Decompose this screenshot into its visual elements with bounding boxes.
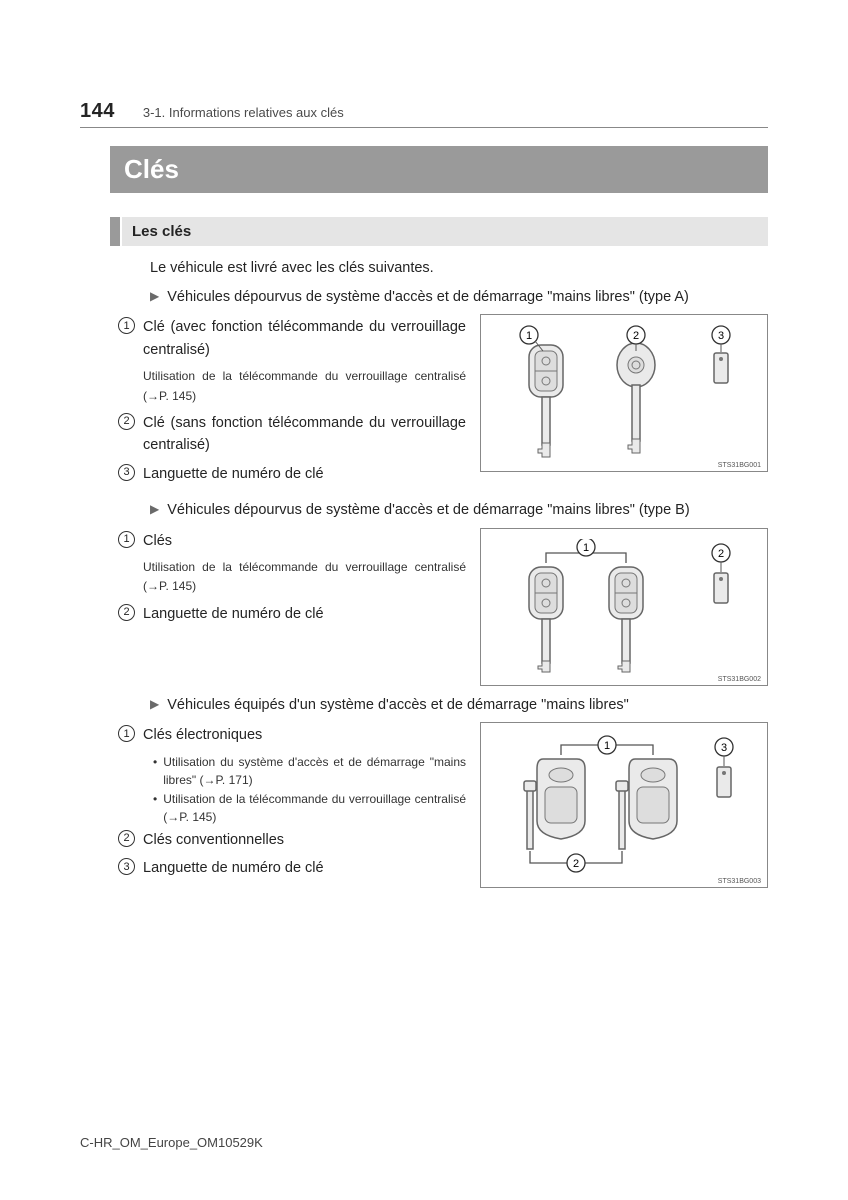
item-number-icon: 3 [118, 858, 135, 875]
page-title: Clés [124, 154, 754, 185]
sub-bullet-text: Utilisation de la télécommande du verrou… [163, 790, 466, 827]
list-type-b: 1 Clés Utilisation de la télécommande du … [118, 528, 466, 686]
keys-illustration-a: 1 2 3 [489, 325, 759, 465]
block-type-b: 1 Clés Utilisation de la télécommande du … [118, 528, 768, 686]
bullet-type-a: ▶ Véhicules dépourvus de système d'accès… [150, 286, 768, 308]
figure-type-a: 1 2 3 STS31BG001 [480, 314, 768, 491]
sub-bullet-text: Utilisation du système d'accès et de dém… [163, 753, 466, 790]
triangle-icon: ▶ [150, 502, 159, 521]
figure-caption: STS31BG002 [718, 676, 761, 683]
item-text: Languette de numéro de clé [143, 463, 466, 485]
item-number-icon: 2 [118, 413, 135, 430]
bullet-text: Véhicules dépourvus de système d'accès e… [167, 499, 768, 521]
block-type-c: 1 Clés électroniques •Utilisation du syst… [118, 722, 768, 888]
item-number-icon: 2 [118, 830, 135, 847]
block-type-a: 1 Clé (avec fonction télécommande du verr… [118, 314, 768, 491]
item-text: Clé (avec fonction télécommande du verro… [143, 316, 466, 361]
item-number-icon: 1 [118, 725, 135, 742]
figure-caption: STS31BG003 [718, 878, 761, 885]
item-text: Clé (sans fonction télécommande du verro… [143, 412, 466, 457]
bullet-text: Véhicules dépourvus de système d'accès e… [167, 286, 768, 308]
bullet-dot-icon: • [153, 753, 157, 790]
triangle-icon: ▶ [150, 697, 159, 716]
item-number-icon: 2 [118, 604, 135, 621]
list-item: 2 Clé (sans fonction télécommande du verr… [118, 412, 466, 457]
item-subtext: Utilisation de la télécommande du verrou… [143, 367, 466, 405]
bullet-type-c: ▶ Véhicules équipés d'un système d'accès… [150, 694, 768, 716]
page-header: 144 3-1. Informations relatives aux clés [80, 100, 768, 128]
keys-illustration-c: 1 2 3 [489, 733, 759, 883]
figure-caption: STS31BG001 [718, 462, 761, 469]
svg-text:2: 2 [718, 548, 724, 560]
list-item: 3 Languette de numéro de clé [118, 463, 466, 485]
figure-type-c: 1 2 3 STS31BG003 [480, 722, 768, 888]
footer-code: C-HR_OM_Europe_OM10529K [80, 1135, 263, 1150]
figure-type-b: 1 2 STS31BG002 [480, 528, 768, 686]
subsection-label: Les clés [122, 217, 768, 246]
section-path: 3-1. Informations relatives aux clés [143, 105, 344, 120]
list-type-a: 1 Clé (avec fonction télécommande du verr… [118, 314, 466, 491]
list-item: 2 Clés conventionnelles [118, 829, 466, 851]
list-item: 3 Languette de numéro de clé [118, 857, 466, 879]
item-number-icon: 1 [118, 531, 135, 548]
item-subtext: Utilisation de la télécommande du verrou… [143, 558, 466, 596]
item-number-icon: 1 [118, 317, 135, 334]
svg-text:2: 2 [633, 330, 639, 342]
keys-illustration-b: 1 2 [489, 539, 759, 679]
accent-stripe [110, 217, 120, 246]
manual-page: 144 3-1. Informations relatives aux clés… [0, 0, 848, 888]
item-number-icon: 3 [118, 464, 135, 481]
svg-text:3: 3 [718, 330, 724, 342]
item-sub-bullet: •Utilisation du système d'accès et de dé… [153, 753, 466, 790]
bullet-dot-icon: • [153, 790, 157, 827]
svg-text:1: 1 [604, 740, 610, 752]
list-item: 1 Clé (avec fonction télécommande du verr… [118, 316, 466, 361]
svg-text:3: 3 [721, 742, 727, 754]
item-text: Languette de numéro de clé [143, 603, 466, 625]
bullet-type-b: ▶ Véhicules dépourvus de système d'accès… [150, 499, 768, 521]
item-text: Languette de numéro de clé [143, 857, 466, 879]
item-text: Clés conventionnelles [143, 829, 466, 851]
item-sub-bullet: •Utilisation de la télécommande du verro… [153, 790, 466, 827]
item-text: Clés [143, 530, 466, 552]
svg-text:2: 2 [573, 858, 579, 870]
intro-text: Le véhicule est livré avec les clés suiv… [150, 260, 768, 276]
svg-text:1: 1 [583, 542, 589, 554]
title-bar: Clés [110, 146, 768, 193]
page-number: 144 [80, 100, 115, 123]
list-type-c: 1 Clés électroniques •Utilisation du syst… [118, 722, 466, 888]
list-item: 1 Clés [118, 530, 466, 552]
svg-text:1: 1 [526, 330, 532, 342]
subsection-bar: Les clés [110, 217, 768, 246]
list-item: 2 Languette de numéro de clé [118, 603, 466, 625]
item-text: Clés électroniques [143, 724, 466, 746]
list-item: 1 Clés électroniques [118, 724, 466, 746]
bullet-text: Véhicules équipés d'un système d'accès e… [167, 694, 768, 716]
triangle-icon: ▶ [150, 289, 159, 308]
